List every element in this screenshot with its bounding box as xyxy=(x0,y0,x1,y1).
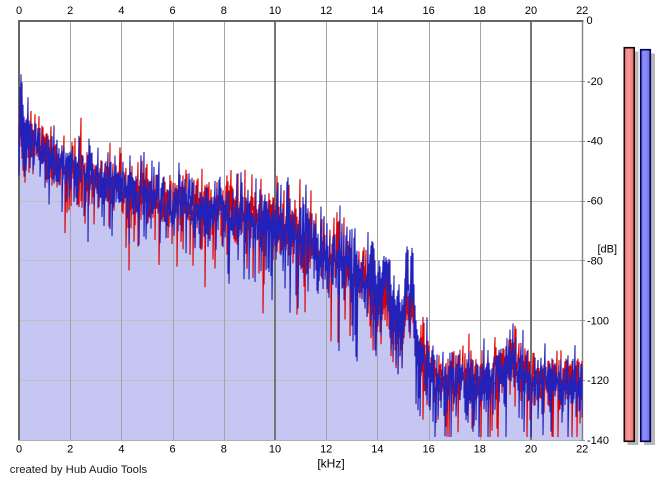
svg-text:-40: -40 xyxy=(587,136,603,148)
svg-text:-20: -20 xyxy=(587,76,603,88)
svg-text:0: 0 xyxy=(587,15,593,27)
svg-text:4: 4 xyxy=(118,444,124,456)
svg-text:2: 2 xyxy=(67,444,73,456)
svg-text:16: 16 xyxy=(422,5,434,17)
svg-text:created by Hub Audio Tools: created by Hub Audio Tools xyxy=(10,464,148,476)
svg-text:10: 10 xyxy=(269,5,281,17)
svg-text:22: 22 xyxy=(576,5,588,17)
svg-text:6: 6 xyxy=(170,444,176,456)
svg-text:-140: -140 xyxy=(587,435,609,447)
svg-text:6: 6 xyxy=(170,5,176,17)
svg-text:-120: -120 xyxy=(587,375,609,387)
svg-text:20: 20 xyxy=(525,5,537,17)
svg-text:14: 14 xyxy=(371,5,383,17)
svg-text:2: 2 xyxy=(67,5,73,17)
svg-text:12: 12 xyxy=(320,444,332,456)
svg-text:4: 4 xyxy=(118,5,124,17)
svg-text:20: 20 xyxy=(525,444,537,456)
svg-text:8: 8 xyxy=(221,5,227,17)
svg-text:22: 22 xyxy=(576,444,588,456)
svg-text:0: 0 xyxy=(16,5,22,17)
svg-text:-100: -100 xyxy=(587,315,609,327)
svg-text:14: 14 xyxy=(371,444,383,456)
svg-text:16: 16 xyxy=(422,444,434,456)
svg-text:0: 0 xyxy=(16,444,22,456)
svg-text:18: 18 xyxy=(474,5,486,17)
svg-text:12: 12 xyxy=(320,5,332,17)
svg-text:-80: -80 xyxy=(587,255,603,267)
svg-text:-60: -60 xyxy=(587,196,603,208)
svg-text:[dB]: [dB] xyxy=(598,244,618,256)
svg-text:18: 18 xyxy=(474,444,486,456)
svg-text:8: 8 xyxy=(221,444,227,456)
svg-text:10: 10 xyxy=(269,444,281,456)
svg-text:[kHz]: [kHz] xyxy=(317,456,344,470)
